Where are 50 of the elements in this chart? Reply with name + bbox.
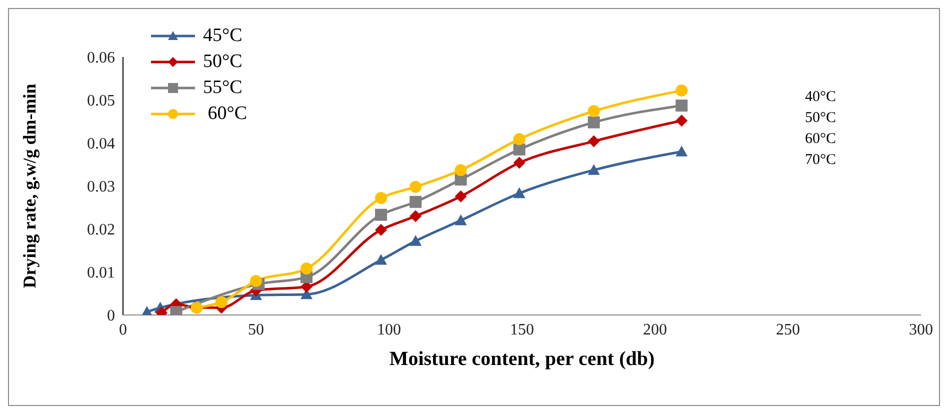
x-tick-label: 250 [776, 321, 800, 338]
point [300, 262, 313, 275]
x-tick-label: 300 [909, 321, 933, 338]
point [676, 146, 688, 156]
point [454, 164, 467, 176]
legend-label: 45°C [203, 25, 242, 47]
annotation: 60°C [805, 130, 836, 149]
point [513, 156, 526, 169]
point [588, 116, 600, 128]
point [375, 224, 388, 236]
y-tick-label: 0.05 [87, 92, 115, 110]
legend-label: 60°C [206, 103, 248, 125]
point [250, 275, 262, 288]
x-tick-label: 200 [643, 321, 667, 338]
point [410, 235, 422, 246]
annotation: 50°C [805, 109, 836, 128]
point [588, 105, 600, 118]
y-tick-label: 0.02 [87, 222, 115, 239]
x-tick-label: 150 [510, 321, 534, 338]
point [513, 187, 526, 198]
y-tick-label: 0.03 [87, 178, 115, 196]
point [410, 196, 422, 208]
point [375, 192, 388, 204]
point [513, 133, 526, 146]
point [676, 114, 688, 127]
x-tick-label: 50 [248, 321, 264, 338]
x-tick-label: 0 [119, 321, 127, 338]
point [676, 84, 688, 97]
legend-label: 55°C [203, 77, 242, 99]
annotation: 40°C [805, 88, 836, 107]
point [454, 190, 467, 202]
point [375, 254, 388, 265]
point [454, 214, 467, 226]
point [588, 135, 600, 148]
point [410, 210, 422, 222]
y-tick-label: 0.06 [87, 50, 115, 67]
y-tick-label: 0 [107, 308, 115, 325]
point [513, 143, 526, 156]
point [215, 296, 228, 308]
y-axis-title: Drying rate, g.w/g dm-min [19, 84, 40, 288]
x-axis-title: Moisture content, per cent (db) [389, 348, 655, 370]
point [588, 164, 600, 175]
x-tick-label: 100 [377, 321, 401, 338]
point [410, 180, 422, 193]
point [676, 100, 688, 112]
annotation: 70°C [805, 151, 836, 170]
y-tick-label: 0.01 [87, 264, 115, 282]
point [375, 208, 388, 221]
legend-label: 50°C [203, 51, 242, 73]
y-tick-label: 0.04 [87, 136, 115, 153]
